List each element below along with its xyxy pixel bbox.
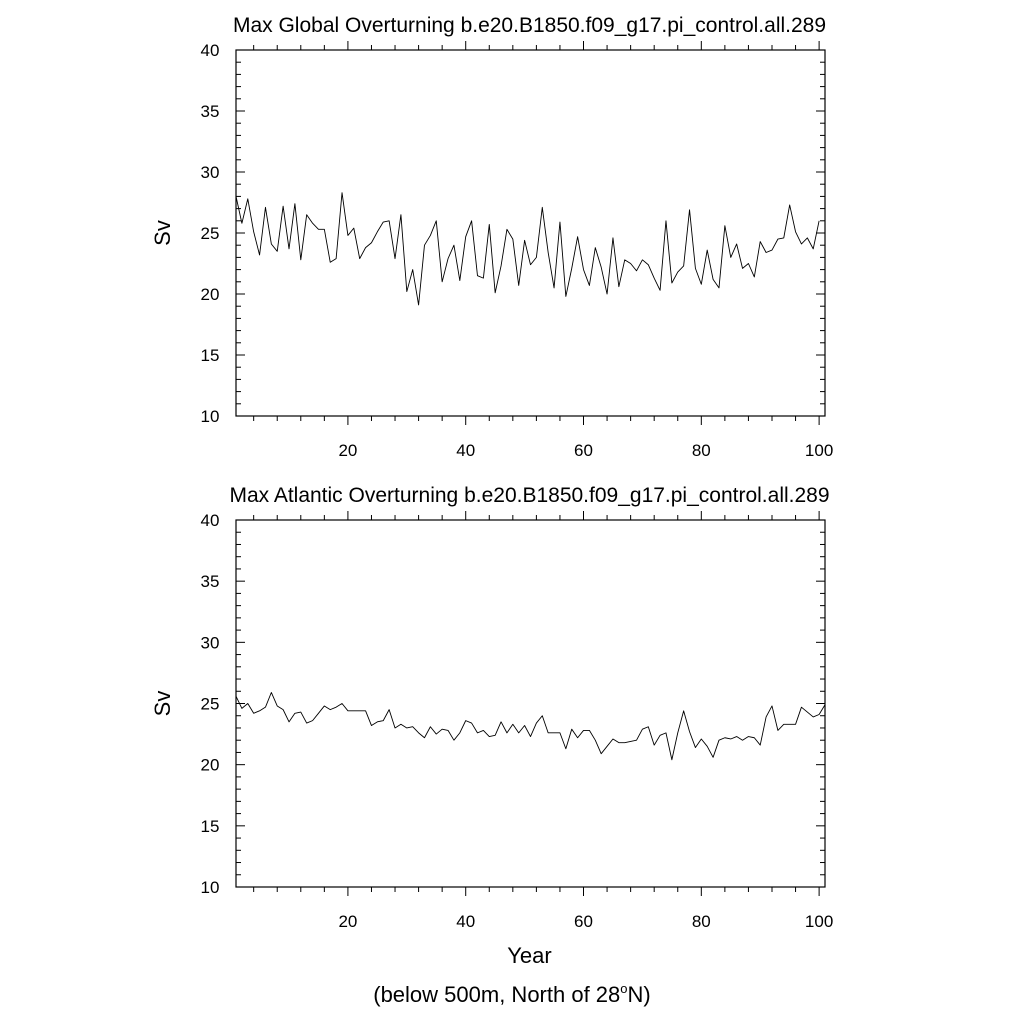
chart-panel-1: Max Global Overturning b.e20.B1850.f09_g… (150, 14, 833, 460)
x-tick-label: 80 (692, 441, 711, 460)
y-axis-label: Sv (150, 220, 175, 246)
x-axis-label: Year (507, 943, 551, 968)
y-tick-label: 20 (201, 285, 220, 304)
y-tick-label: 15 (201, 346, 220, 365)
y-axis-label: Sv (150, 691, 175, 717)
figure-caption: (below 500m, North of 28oN) (0, 980, 1024, 1010)
x-tick-label: 80 (692, 912, 711, 931)
x-tick-label: 100 (805, 441, 833, 460)
y-tick-label: 25 (201, 695, 220, 714)
y-tick-label: 20 (201, 756, 220, 775)
y-tick-label: 10 (201, 407, 220, 426)
x-tick-label: 40 (456, 441, 475, 460)
caption-prefix: (below 500m, North of 28 (373, 982, 621, 1007)
y-tick-label: 40 (201, 41, 220, 60)
chart-title: Max Global Overturning b.e20.B1850.f09_g… (233, 14, 826, 37)
series-line (235, 192, 820, 306)
y-tick-label: 25 (201, 224, 220, 243)
caption-suffix: N) (627, 982, 651, 1007)
chart-title: Max Atlantic Overturning b.e20.B1850.f09… (229, 484, 829, 507)
x-tick-label: 40 (456, 912, 475, 931)
caption-degree-symbol: o (620, 981, 628, 996)
y-tick-label: 30 (201, 163, 220, 182)
x-tick-label: 60 (574, 912, 593, 931)
x-tick-label: 100 (805, 912, 833, 931)
y-tick-label: 15 (201, 817, 220, 836)
series-line (235, 692, 826, 761)
x-tick-label: 60 (574, 441, 593, 460)
chart-panel-2: Max Atlantic Overturning b.e20.B1850.f09… (150, 484, 833, 968)
y-tick-label: 40 (201, 511, 220, 530)
plot-frame (235, 519, 826, 888)
x-tick-label: 20 (338, 912, 357, 931)
plot-frame (235, 49, 826, 417)
y-tick-label: 35 (201, 102, 220, 121)
y-tick-label: 35 (201, 572, 220, 591)
y-tick-label: 30 (201, 633, 220, 652)
y-tick-label: 10 (201, 878, 220, 897)
x-tick-label: 20 (338, 441, 357, 460)
